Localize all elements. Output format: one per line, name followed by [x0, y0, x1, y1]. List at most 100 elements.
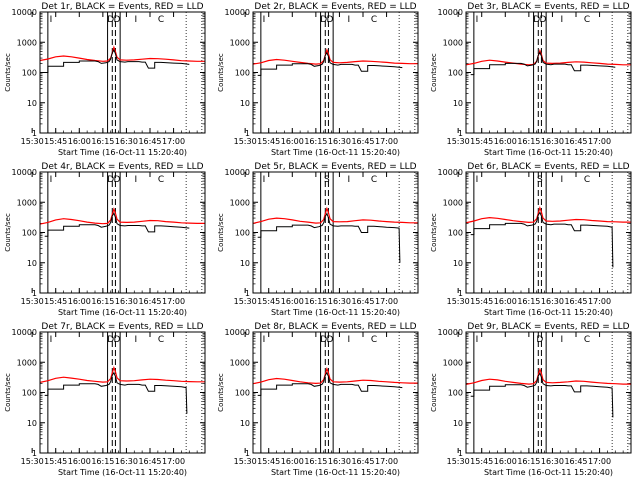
series-line-lld	[466, 367, 631, 385]
y-tick-label: 100	[448, 69, 463, 78]
x-tick-label: 15:45	[470, 297, 493, 306]
x-tick-label: 16:00	[281, 297, 304, 306]
event-marker-label: I	[263, 15, 266, 25]
y-tick-label: 1000	[17, 198, 37, 207]
event-marker-label: I	[476, 15, 479, 25]
y-tick-label: 1	[245, 129, 250, 138]
event-marker-label: I	[50, 15, 53, 25]
x-tick-label: 16:30	[328, 137, 351, 146]
y-tick-label: 1	[32, 129, 37, 138]
x-tick-label: 16:15	[91, 297, 114, 306]
event-marker-label: C	[158, 335, 164, 345]
y-axis-label: Counts/sec	[430, 213, 438, 252]
event-marker-label: I	[50, 335, 53, 345]
series-line-lld	[253, 366, 418, 385]
plot-frame	[39, 11, 206, 134]
x-tick-label: 16:00	[68, 137, 91, 146]
y-tick-label: 1	[32, 449, 37, 458]
x-axis-label: Start Time (16-Oct-11 15:20:40)	[58, 148, 187, 157]
y-tick-label: 100	[448, 229, 463, 238]
x-tick-label: 16:15	[517, 137, 540, 146]
x-tick-label: 16:45	[351, 297, 374, 306]
x-tick-label: 16:45	[138, 297, 161, 306]
chart-panel-7: Det 7r, BLACK = Events, RED = LLD Counts/…	[4, 322, 206, 477]
event-marker-label: D	[540, 15, 547, 25]
y-axis-label: Counts/sec	[4, 213, 12, 252]
x-axis-label: Start Time (16-Oct-11 15:20:40)	[484, 468, 613, 477]
series-line-lld	[40, 45, 205, 62]
y-tick-label: 10	[240, 419, 250, 428]
y-tick-label: 1000	[17, 358, 37, 367]
y-tick-label: 100	[448, 389, 463, 398]
x-tick-label: 15:30	[447, 297, 470, 306]
y-tick-label: 10000	[438, 8, 463, 17]
event-marker-label: I	[135, 15, 138, 25]
x-tick-label: 15:30	[447, 457, 470, 466]
x-tick-label: 17:00	[375, 457, 398, 466]
event-marker-label: I	[135, 335, 138, 345]
y-tick-label: 1	[32, 289, 37, 298]
x-tick-label: 15:30	[234, 297, 257, 306]
y-tick-label: 10000	[438, 168, 463, 177]
x-tick-label: 16:30	[115, 137, 138, 146]
y-tick-label: 1000	[230, 358, 250, 367]
x-tick-label: 15:45	[44, 457, 67, 466]
x-tick-label: 16:30	[541, 297, 564, 306]
event-marker-label: C	[371, 175, 377, 185]
y-tick-label: 10000	[12, 8, 37, 17]
y-axis-label: Counts/sec	[4, 53, 12, 92]
x-axis-label: Start Time (16-Oct-11 15:20:40)	[58, 468, 187, 477]
x-tick-label: 16:15	[91, 457, 114, 466]
event-marker-label: D	[320, 15, 327, 25]
y-tick-label: 10	[27, 259, 37, 268]
x-tick-label: 17:00	[588, 137, 611, 146]
x-axis-label: Start Time (16-Oct-11 15:20:40)	[484, 308, 613, 317]
plot-frame	[39, 331, 206, 454]
event-marker-label: D	[114, 335, 121, 345]
chart-panel-2: Det 2r, BLACK = Events, RED = LLD Counts/…	[217, 2, 419, 157]
x-tick-label: 16:45	[564, 457, 587, 466]
series-line-lld	[466, 206, 631, 224]
plot-frame	[252, 171, 419, 294]
event-marker-label: C	[158, 175, 164, 185]
x-tick-label: 15:45	[257, 457, 280, 466]
y-axis-label: Counts/sec	[217, 373, 225, 412]
chart-title: Det 9r, BLACK = Events, RED = LLD	[467, 322, 629, 332]
chart-title: Det 3r, BLACK = Events, RED = LLD	[467, 2, 629, 12]
y-tick-label: 10	[240, 259, 250, 268]
x-tick-label: 15:30	[234, 137, 257, 146]
event-marker-label: S	[537, 175, 543, 185]
series-line-events	[257, 212, 401, 263]
event-marker-label: D	[107, 175, 114, 185]
y-tick-label: 100	[235, 69, 250, 78]
plot-frame	[465, 331, 632, 454]
event-marker-label: C	[158, 15, 164, 25]
x-tick-label: 17:00	[162, 457, 185, 466]
y-tick-label: 1	[245, 449, 250, 458]
plot-frame	[465, 11, 632, 134]
chart-title: Det 6r, BLACK = Events, RED = LLD	[467, 162, 629, 172]
y-axis-label: Counts/sec	[430, 53, 438, 92]
x-axis-label: Start Time (16-Oct-11 15:20:40)	[271, 148, 400, 157]
y-tick-label: 1000	[443, 198, 463, 207]
y-tick-label: 10000	[225, 8, 250, 17]
x-tick-label: 16:30	[541, 137, 564, 146]
event-marker-label: I	[476, 335, 479, 345]
x-tick-label: 15:45	[44, 297, 67, 306]
event-marker-label: I	[263, 335, 266, 345]
series-line-lld	[40, 365, 205, 383]
x-tick-label: 16:30	[115, 457, 138, 466]
plot-frame	[252, 11, 419, 134]
x-axis-label: Start Time (16-Oct-11 15:20:40)	[484, 148, 613, 157]
event-marker-label: C	[371, 15, 377, 25]
y-tick-label: 10	[453, 259, 463, 268]
y-tick-label: 100	[22, 389, 37, 398]
x-tick-label: 17:00	[375, 297, 398, 306]
y-tick-label: 100	[22, 229, 37, 238]
plot-frame	[252, 331, 419, 454]
y-tick-label: 1	[458, 289, 463, 298]
event-marker-label: D	[536, 335, 543, 345]
chart-panel-6: Det 6r, BLACK = Events, RED = LLD Counts/…	[430, 162, 632, 317]
y-tick-label: 10	[27, 419, 37, 428]
